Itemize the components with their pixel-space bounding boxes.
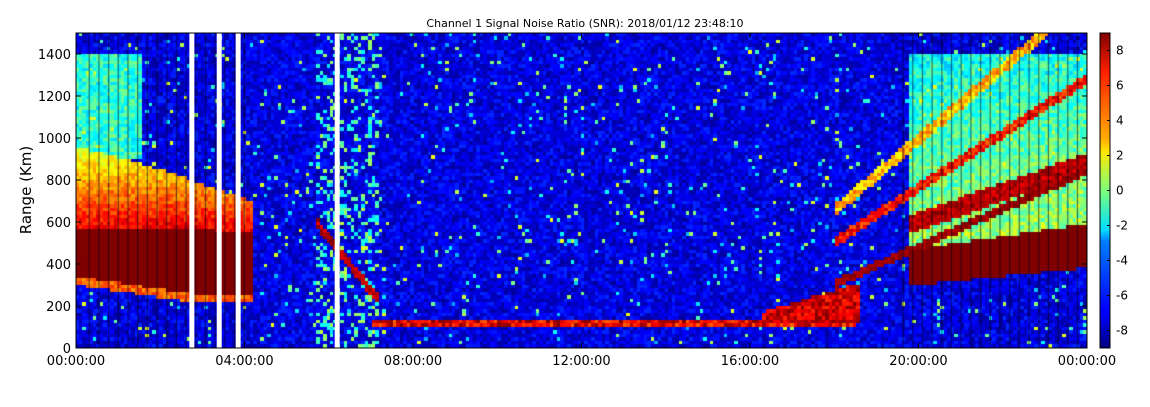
y-tick-label: 1400: [38, 48, 71, 63]
y-tick-label: 1200: [38, 90, 71, 105]
x-axis: 00:00:00 04:00:00 08:00:00 12:00:00 16:00:00…: [47, 33, 1116, 369]
colorbar-tick-label: -4: [1116, 254, 1128, 268]
y-tick-label: 0: [63, 342, 71, 357]
data-gaps: [189, 33, 340, 348]
colorbar-tick-label: -6: [1116, 289, 1128, 303]
chart-title: Channel 1 Signal Noise Ratio (SNR): 2018…: [426, 17, 743, 30]
x-tick-label: 08:00:00: [384, 354, 442, 369]
y-axis: 0 200 400 600 800 1000 1200 1400: [38, 48, 1087, 357]
colorbar-tick-label: 6: [1116, 79, 1124, 93]
data-gap: [235, 33, 241, 348]
x-tick-label: 12:00:00: [552, 354, 610, 369]
y-tick-label: 800: [46, 174, 71, 189]
colorbar: 8 6 4 2 0 -2 -4 -6 -8: [1099, 32, 1128, 349]
y-axis-label: Range (Km): [17, 146, 35, 234]
data-gap: [216, 33, 222, 348]
x-tick-label: 00:00:00: [47, 354, 105, 369]
heatmap-cells: [76, 33, 1087, 348]
colorbar-tick-label: 0: [1116, 184, 1124, 198]
colorbar-tick-label: 4: [1116, 114, 1124, 128]
colorbar-tick-label: -2: [1116, 219, 1128, 233]
colorbar-ticks: 8 6 4 2 0 -2 -4 -6 -8: [1107, 44, 1128, 338]
x-tick-label: 04:00:00: [215, 354, 273, 369]
colorbar-tick-label: 8: [1116, 44, 1124, 58]
y-tick-label: 600: [46, 216, 71, 231]
plot-area: [75, 32, 1088, 349]
x-tick-label: 16:00:00: [721, 354, 779, 369]
y-tick-label: 200: [46, 300, 71, 315]
colorbar-tick-label: 2: [1116, 149, 1124, 163]
x-tick-label: 00:00:00: [1058, 354, 1116, 369]
data-gap: [334, 33, 340, 348]
data-gap: [189, 33, 195, 348]
x-tick-label: 20:00:00: [889, 354, 947, 369]
colorbar-tick-label: -8: [1116, 324, 1128, 338]
y-tick-label: 400: [46, 258, 71, 273]
heatmap-image-holder: [76, 33, 1087, 348]
y-tick-label: 1000: [38, 132, 71, 147]
